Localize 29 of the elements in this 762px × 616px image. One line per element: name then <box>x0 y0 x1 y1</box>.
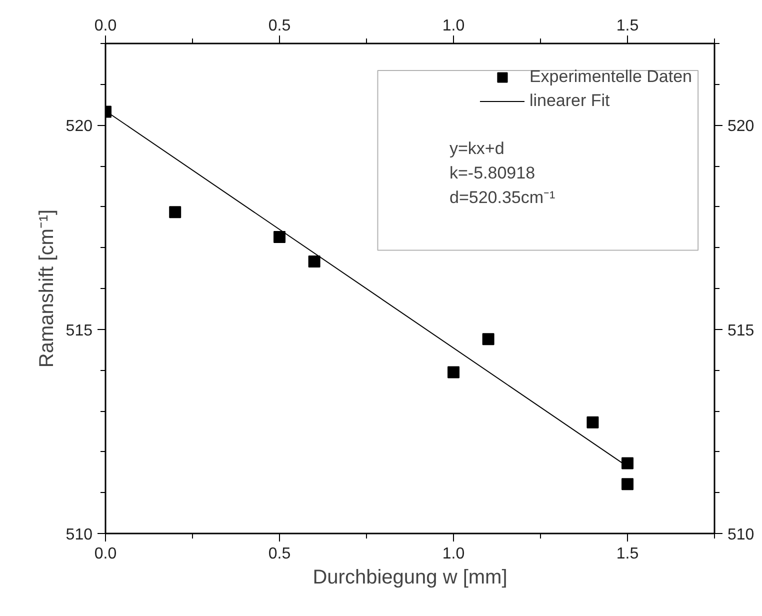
legend-label: linearer Fit <box>529 90 610 112</box>
annotation: d=520.35cm⁻¹ <box>450 188 556 207</box>
x-tick-label: 0.0 <box>94 18 117 34</box>
point <box>482 333 494 346</box>
y2-tick-label: 520 <box>728 118 754 136</box>
point <box>448 366 460 378</box>
point <box>586 416 599 428</box>
y-tick-label: 510 <box>66 526 93 544</box>
point <box>622 478 634 490</box>
x2-tick-label: 1.0 <box>442 546 465 562</box>
x-tick-label: 1.0 <box>442 18 465 34</box>
y-axis-title: Ramanshift [cm⁻¹] <box>36 209 58 368</box>
x2-tick-label: 1.5 <box>616 546 639 562</box>
annotation: k=-5.80918 <box>450 164 536 182</box>
point <box>622 457 634 470</box>
annotation: y=kx+d <box>450 139 504 158</box>
y-tick-label: 515 <box>66 322 93 340</box>
y-tick-label: 520 <box>66 118 93 136</box>
point <box>274 231 286 244</box>
x-tick-label: 0.5 <box>268 18 291 34</box>
point <box>308 256 320 268</box>
x2-tick-label: 0.0 <box>94 546 117 562</box>
legend-label: Experimentelle Daten <box>529 66 692 88</box>
x-tick-label: 1.5 <box>616 18 639 34</box>
point <box>169 206 182 218</box>
x-axis-title: Durchbiegung w [mm] <box>312 566 508 588</box>
y2-tick-label: 510 <box>728 526 754 544</box>
x2-tick-label: 0.5 <box>268 546 291 562</box>
y2-tick-label: 515 <box>728 322 754 340</box>
